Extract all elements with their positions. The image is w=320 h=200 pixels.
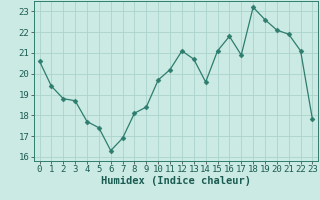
X-axis label: Humidex (Indice chaleur): Humidex (Indice chaleur) bbox=[101, 176, 251, 186]
